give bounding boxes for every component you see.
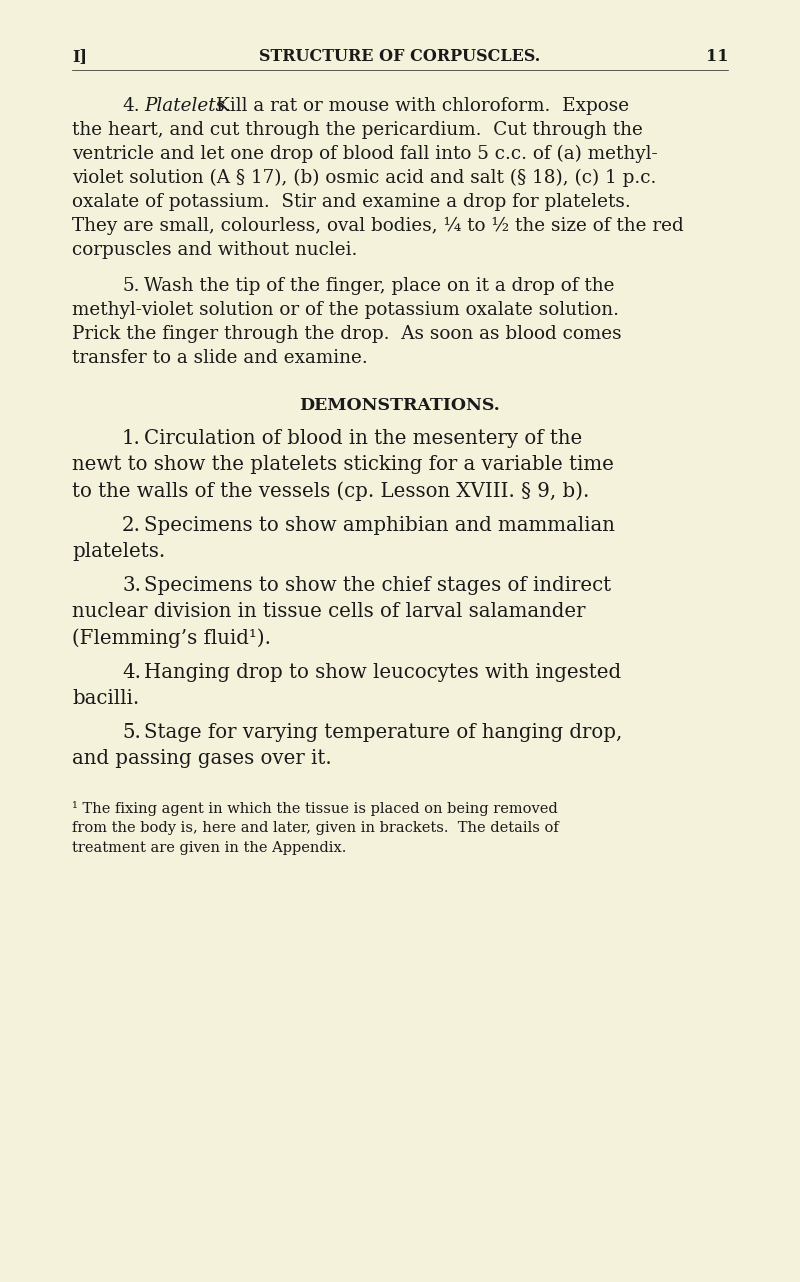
Text: 5.: 5. (122, 723, 141, 742)
Text: platelets.: platelets. (72, 542, 166, 560)
Text: 5.: 5. (122, 277, 139, 295)
Text: ventricle and let one drop of blood fall into 5 c.c. of (a) methyl-: ventricle and let one drop of blood fall… (72, 145, 658, 163)
Text: DEMONSTRATIONS.: DEMONSTRATIONS. (300, 397, 500, 414)
Text: Hanging drop to show leucocytes with ingested: Hanging drop to show leucocytes with ing… (144, 663, 621, 682)
Text: Stage for varying temperature of hanging drop,: Stage for varying temperature of hanging… (144, 723, 622, 742)
Text: violet solution (A § 17), (b) osmic acid and salt (§ 18), (c) 1 p.c.: violet solution (A § 17), (b) osmic acid… (72, 169, 656, 187)
Text: corpuscles and without nuclei.: corpuscles and without nuclei. (72, 241, 358, 259)
Text: Circulation of blood in the mesentery of the: Circulation of blood in the mesentery of… (144, 429, 582, 447)
Text: Kill a rat or mouse with chloroform.  Expose: Kill a rat or mouse with chloroform. Exp… (216, 97, 629, 115)
Text: I]: I] (72, 47, 87, 65)
Text: transfer to a slide and examine.: transfer to a slide and examine. (72, 349, 368, 367)
Text: Specimens to show amphibian and mammalian: Specimens to show amphibian and mammalia… (144, 515, 615, 535)
Text: Specimens to show the chief stages of indirect: Specimens to show the chief stages of in… (144, 576, 611, 595)
Text: (Flemming’s fluid¹).: (Flemming’s fluid¹). (72, 628, 271, 649)
Text: methyl-violet solution or of the potassium oxalate solution.: methyl-violet solution or of the potassi… (72, 301, 619, 319)
Text: the heart, and cut through the pericardium.  Cut through the: the heart, and cut through the pericardi… (72, 121, 643, 138)
Text: 1.: 1. (122, 429, 141, 447)
Text: and passing gases over it.: and passing gases over it. (72, 749, 332, 768)
Text: ¹ The fixing agent in which the tissue is placed on being removed: ¹ The fixing agent in which the tissue i… (72, 801, 558, 817)
Text: Platelets.: Platelets. (144, 97, 231, 115)
Text: STRUCTURE OF CORPUSCLES.: STRUCTURE OF CORPUSCLES. (259, 47, 541, 65)
Text: nuclear division in tissue cells of larval salamander: nuclear division in tissue cells of larv… (72, 603, 586, 622)
Text: 4.: 4. (122, 97, 140, 115)
Text: 11: 11 (706, 47, 728, 65)
Text: to the walls of the vessels (cp. Lesson XVIII. § 9, b).: to the walls of the vessels (cp. Lesson … (72, 482, 590, 501)
Text: 4.: 4. (122, 663, 141, 682)
Text: 2.: 2. (122, 515, 141, 535)
Text: from the body is, here and later, given in brackets.  The details of: from the body is, here and later, given … (72, 822, 558, 835)
Text: bacilli.: bacilli. (72, 688, 139, 708)
Text: 3.: 3. (122, 576, 141, 595)
Text: They are small, colourless, oval bodies, ¼ to ½ the size of the red: They are small, colourless, oval bodies,… (72, 217, 684, 235)
Text: oxalate of potassium.  Stir and examine a drop for platelets.: oxalate of potassium. Stir and examine a… (72, 194, 630, 212)
Text: Wash the tip of the finger, place on it a drop of the: Wash the tip of the finger, place on it … (144, 277, 614, 295)
Text: newt to show the platelets sticking for a variable time: newt to show the platelets sticking for … (72, 455, 614, 474)
Text: treatment are given in the Appendix.: treatment are given in the Appendix. (72, 841, 346, 855)
Text: Prick the finger through the drop.  As soon as blood comes: Prick the finger through the drop. As so… (72, 326, 622, 344)
